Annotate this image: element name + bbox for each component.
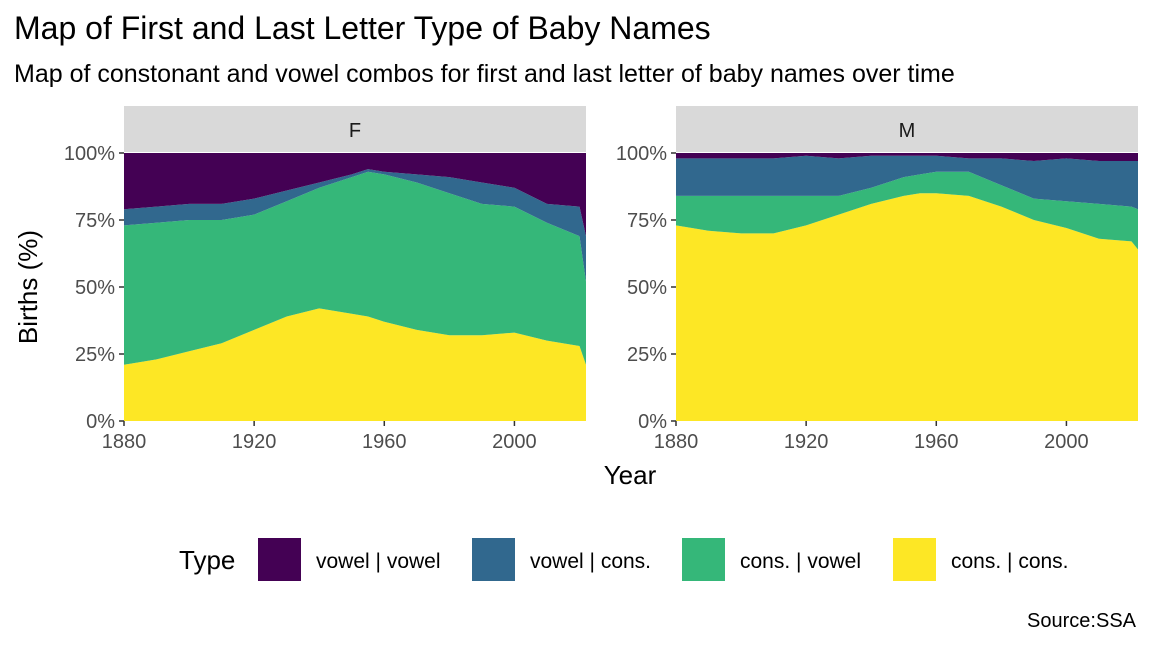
facet-strip: [124, 106, 586, 152]
legend-label: vowel | vowel: [316, 550, 441, 573]
y-axis-title: Births (%): [13, 230, 43, 344]
y-tick-label: 0%: [638, 411, 667, 433]
facet-panels: F 0% 25% 50% 75% 100% 1880 1920 1960 2000 M 0% 25% 50…: [64, 106, 1138, 453]
x-tick-label: 2000: [492, 431, 537, 453]
facet-strip: [676, 106, 1138, 152]
x-axis-title: Year: [604, 460, 657, 490]
y-tick-label: 0%: [86, 411, 115, 433]
y-tick-label: 25%: [75, 344, 115, 366]
x-tick-label: 1880: [102, 431, 147, 453]
x-tick-label: 1920: [784, 431, 829, 453]
x-tick-label: 2000: [1044, 431, 1089, 453]
y-tick-label: 25%: [627, 344, 667, 366]
chart-title: Map of First and Last Letter Type of Bab…: [14, 10, 711, 46]
x-tick-label: 1960: [914, 431, 959, 453]
y-tick-label: 75%: [75, 210, 115, 232]
area-vowel-cons: [676, 155, 1138, 210]
x-tick-label: 1960: [362, 431, 407, 453]
y-tick-label: 100%: [64, 143, 115, 165]
y-tick-label: 50%: [627, 277, 667, 299]
x-tick-label: 1920: [232, 431, 277, 453]
legend-key: [893, 538, 936, 581]
legend-title: Type: [179, 545, 235, 575]
x-tick-label: 1880: [654, 431, 699, 453]
legend-key: [472, 538, 515, 581]
facet-strip-label: F: [349, 120, 361, 142]
chart-caption: Source:SSA: [1027, 610, 1137, 632]
area-vowel-cons: [124, 169, 586, 282]
facet-panel-m: M 0% 25% 50% 75% 100% 1880 1920 1960 2000: [616, 106, 1138, 453]
y-tick-label: 100%: [616, 143, 667, 165]
legend-label: vowel | cons.: [530, 550, 651, 573]
facet-strip-label: M: [899, 120, 916, 142]
area-vowel-vowel: [124, 153, 586, 237]
legend-key: [258, 538, 301, 581]
area-cons-cons: [676, 193, 1138, 421]
area-cons-cons: [124, 308, 586, 421]
legend: Type vowel | vowel vowel | cons. cons. | v…: [179, 538, 1069, 581]
legend-label: cons. | vowel: [740, 550, 861, 573]
area-vowel-vowel: [676, 153, 1138, 161]
y-tick-label: 50%: [75, 277, 115, 299]
chart-subtitle: Map of constonant and vowel combos for f…: [14, 60, 955, 88]
legend-label: cons. | cons.: [951, 550, 1069, 573]
legend-key: [682, 538, 725, 581]
area-cons-vowel: [676, 171, 1138, 250]
y-tick-label: 75%: [627, 210, 667, 232]
facet-panel-f: F 0% 25% 50% 75% 100% 1880 1920 1960 2000: [64, 106, 586, 453]
area-cons-vowel: [124, 171, 586, 365]
